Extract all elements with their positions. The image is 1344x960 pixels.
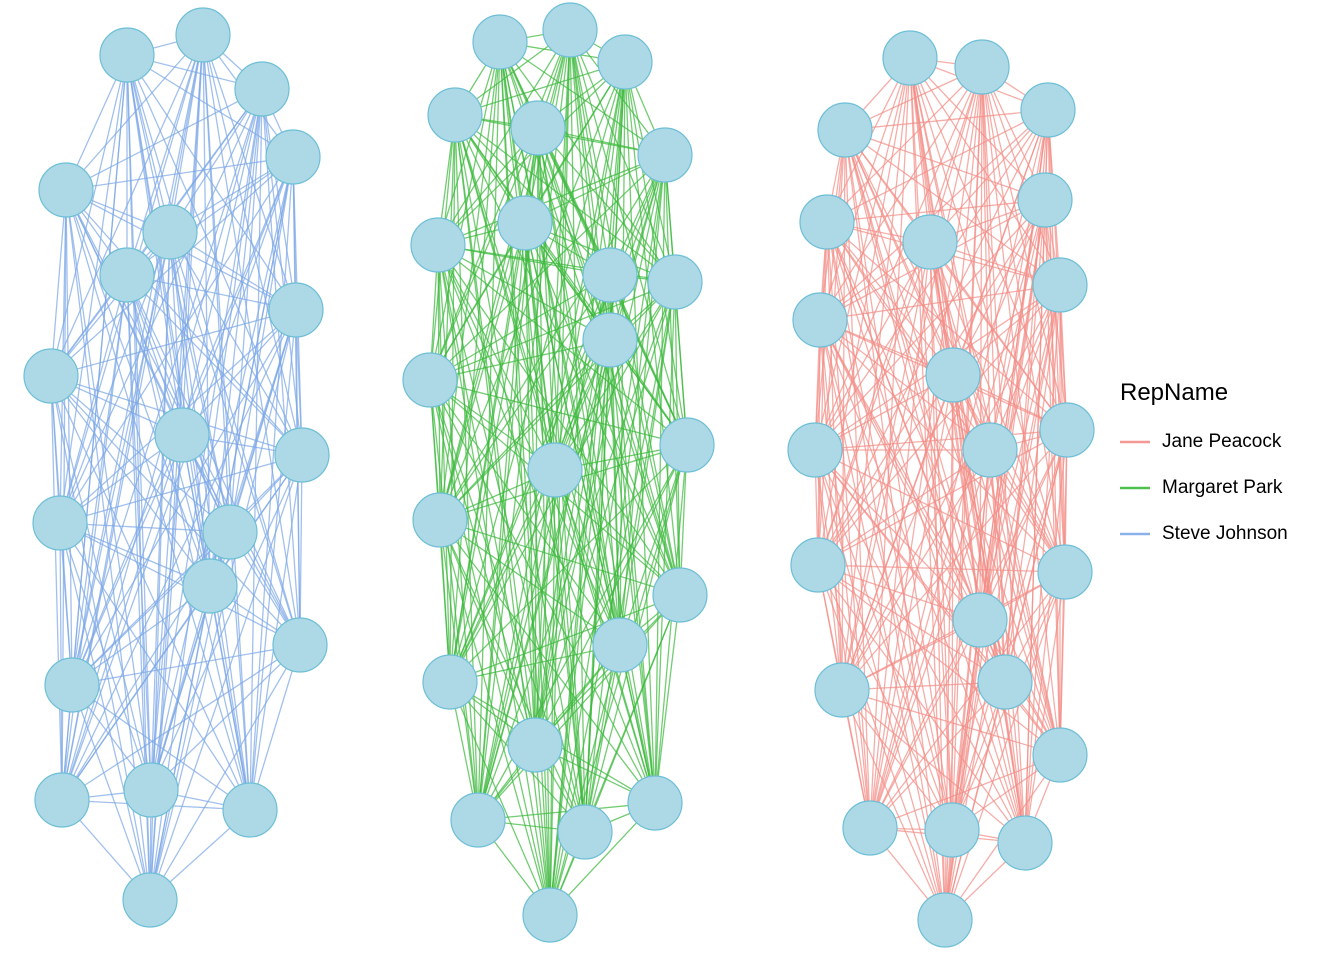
- network-node: [266, 130, 320, 184]
- network-node: [403, 353, 457, 407]
- network-node: [1033, 258, 1087, 312]
- network-node: [660, 418, 714, 472]
- network-node: [793, 293, 847, 347]
- legend-item-label: Margaret Park: [1162, 477, 1283, 498]
- network-node: [815, 663, 869, 717]
- network-node: [978, 655, 1032, 709]
- network-node: [413, 493, 467, 547]
- network-node: [35, 773, 89, 827]
- network-node: [963, 423, 1017, 477]
- network-node: [843, 801, 897, 855]
- network-node: [24, 349, 78, 403]
- network-node: [269, 283, 323, 337]
- network-node: [1018, 173, 1072, 227]
- network-node: [583, 313, 637, 367]
- network-node: [123, 873, 177, 927]
- network-node: [423, 655, 477, 709]
- network-node: [883, 31, 937, 85]
- network-node: [176, 8, 230, 62]
- network-node: [411, 218, 465, 272]
- network-node: [143, 205, 197, 259]
- network-node: [583, 248, 637, 302]
- network-node: [791, 538, 845, 592]
- network-node: [100, 28, 154, 82]
- network-node: [511, 101, 565, 155]
- network-node: [124, 763, 178, 817]
- network-node: [818, 103, 872, 157]
- network-node: [998, 816, 1052, 870]
- network-node: [653, 568, 707, 622]
- network-node: [558, 805, 612, 859]
- network-node: [638, 128, 692, 182]
- network-node: [100, 248, 154, 302]
- network-node: [273, 618, 327, 672]
- legend-item-label: Steve Johnson: [1162, 523, 1288, 544]
- network-node: [528, 443, 582, 497]
- network-node: [1033, 728, 1087, 782]
- network-node: [39, 163, 93, 217]
- network-node: [1040, 403, 1094, 457]
- network-chart: RepName Jane Peacock Margaret Park Steve Jo…: [0, 0, 1344, 960]
- network-node: [523, 888, 577, 942]
- network-node: [788, 423, 842, 477]
- network-node: [451, 793, 505, 847]
- network-node: [223, 783, 277, 837]
- network-node: [598, 35, 652, 89]
- network-node: [183, 559, 237, 613]
- network-node: [955, 40, 1009, 94]
- network-node: [953, 593, 1007, 647]
- network-node: [508, 718, 562, 772]
- network-node: [925, 803, 979, 857]
- network-svg: RepName Jane Peacock Margaret Park Steve Jo…: [0, 0, 1344, 960]
- network-node: [45, 658, 99, 712]
- network-node: [543, 3, 597, 57]
- network-node: [926, 348, 980, 402]
- network-node: [1021, 83, 1075, 137]
- network-node: [155, 408, 209, 462]
- network-node: [498, 196, 552, 250]
- network-node: [275, 428, 329, 482]
- legend-item-label: Jane Peacock: [1162, 431, 1282, 452]
- network-node: [628, 776, 682, 830]
- network-node: [428, 88, 482, 142]
- network-node: [593, 618, 647, 672]
- network-node: [235, 62, 289, 116]
- legend-title: RepName: [1120, 379, 1228, 406]
- network-node: [648, 255, 702, 309]
- network-node: [473, 15, 527, 69]
- network-node: [1038, 545, 1092, 599]
- network-node: [203, 505, 257, 559]
- network-node: [33, 496, 87, 550]
- network-node: [903, 215, 957, 269]
- network-node: [918, 893, 972, 947]
- network-node: [800, 195, 854, 249]
